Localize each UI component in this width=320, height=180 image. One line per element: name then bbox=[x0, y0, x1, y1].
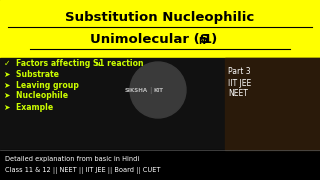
Text: SIKSHA: SIKSHA bbox=[125, 87, 148, 93]
Text: N: N bbox=[95, 62, 100, 67]
Bar bbox=[0, 150, 320, 180]
Bar bbox=[0, 0, 320, 58]
Text: Detailed explanation from basic in Hindi: Detailed explanation from basic in Hindi bbox=[5, 156, 139, 162]
Bar bbox=[0, 58, 320, 150]
Text: ➤  Nucleophile: ➤ Nucleophile bbox=[4, 91, 68, 100]
Text: 1 reaction: 1 reaction bbox=[99, 58, 143, 68]
Text: Substitution Nucleophilic: Substitution Nucleophilic bbox=[65, 12, 255, 24]
Text: N: N bbox=[198, 37, 205, 46]
Text: IIT JEE: IIT JEE bbox=[228, 78, 251, 87]
Text: Class 11 & 12 || NEET || IIT JEE || Board || CUET: Class 11 & 12 || NEET || IIT JEE || Boar… bbox=[5, 166, 161, 174]
Text: Part 3: Part 3 bbox=[228, 68, 251, 76]
Text: ➤  Example: ➤ Example bbox=[4, 102, 53, 111]
Text: ➤  Substrate: ➤ Substrate bbox=[4, 69, 59, 78]
Circle shape bbox=[130, 62, 186, 118]
Text: |: | bbox=[149, 87, 151, 93]
Text: KIT: KIT bbox=[154, 87, 164, 93]
Text: 1): 1) bbox=[203, 33, 218, 46]
Bar bbox=[225, 58, 320, 150]
Text: Unimolecular (S: Unimolecular (S bbox=[90, 33, 209, 46]
Text: ➤  Leaving group: ➤ Leaving group bbox=[4, 80, 79, 89]
Text: ✓  Factors affecting S: ✓ Factors affecting S bbox=[4, 58, 99, 68]
Text: NEET: NEET bbox=[228, 89, 248, 98]
